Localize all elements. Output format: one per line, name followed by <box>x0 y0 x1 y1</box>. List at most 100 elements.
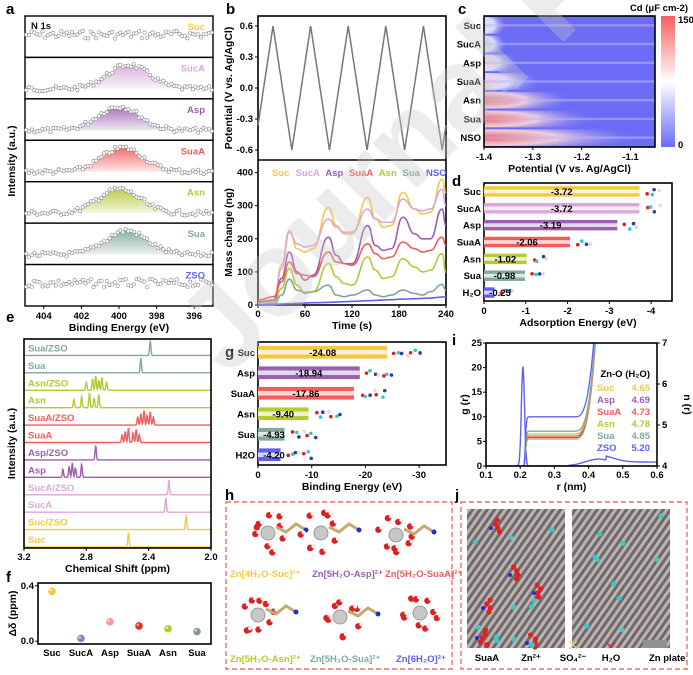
xps-data-point <box>142 279 147 284</box>
xps-data-point <box>196 167 201 172</box>
xps-data-point <box>145 68 150 73</box>
rdf-legend-name-Suc: Suc <box>597 383 614 394</box>
xps-data-point <box>56 33 61 38</box>
panel-label-j: j <box>454 487 459 504</box>
xps-series-label-SucA: SucA <box>181 63 205 74</box>
zn2-ion <box>528 604 535 610</box>
xps-data-point <box>180 128 185 133</box>
bar-category-label-H2O: H₂O <box>463 288 481 299</box>
xps-data-point <box>70 282 75 287</box>
hydrogen-atom <box>428 596 433 601</box>
rdf-legend-name-Sua: Sua <box>597 431 615 442</box>
legend-item-SuaA: SuaA <box>349 168 373 179</box>
hydrogen-atom <box>404 610 409 615</box>
xps-data-point <box>61 32 66 37</box>
hydrogen-atom <box>268 542 273 547</box>
bar-value-label: -18.94 <box>295 368 323 379</box>
scatter-point-Asn <box>164 624 172 633</box>
xps-data-point <box>75 32 80 37</box>
xps-data-point <box>193 213 198 218</box>
hydrogen-atom <box>325 508 330 513</box>
xps-data-point <box>158 205 163 210</box>
xps-data-point <box>102 193 107 198</box>
xps-data-point <box>37 129 42 134</box>
xps-data-point <box>164 167 169 172</box>
xps-data-point <box>37 253 42 258</box>
xps-data-point <box>48 130 53 135</box>
hydrogen-atom <box>273 548 278 553</box>
hydrogen-atom <box>379 525 384 530</box>
zn2-ion <box>584 623 590 629</box>
molecule-atom <box>293 450 298 455</box>
legend-zn-plate-icon <box>643 640 667 648</box>
xps-data-point <box>78 280 83 285</box>
zn-ion <box>260 525 276 541</box>
nmr-trace-label-Asn/ZSO: Asn/ZSO <box>28 378 68 389</box>
xps-data-point <box>96 114 101 119</box>
xps-data-point <box>29 168 34 173</box>
xps-data-point <box>121 104 126 109</box>
y-axis-label: Intensity (a.u.) <box>6 408 18 479</box>
xps-data-point <box>113 36 118 41</box>
potential-triangle-wave <box>257 25 447 151</box>
x-tick-label-SuaA: SuaA <box>127 648 151 659</box>
bar-value-label: -4.93 <box>263 430 285 441</box>
suaa-nitrogen <box>489 526 493 530</box>
hydrogen-atom <box>437 614 442 619</box>
y-right-tick-label: 7 <box>662 338 667 349</box>
zn2-ion <box>531 597 537 604</box>
heatmap-row-label-SucA: SucA <box>457 40 481 51</box>
y-tick-label: 400 <box>237 168 253 179</box>
xps-data-point <box>88 164 93 169</box>
colorbar <box>661 16 675 147</box>
suaa-nitrogen <box>475 636 479 640</box>
rdf-legend-name-SuaA: SuaA <box>597 407 621 418</box>
xps-series-label-Asn: Asn <box>187 188 205 199</box>
x-tick-label-Asp: Asp <box>101 648 119 659</box>
xps-data-point <box>64 281 69 286</box>
xps-data-point <box>86 36 91 41</box>
heatmap-row-band-Suc <box>484 24 655 27</box>
molecule-atom <box>631 221 636 226</box>
suaa-molecule-atom <box>538 586 544 592</box>
xps-data-point <box>193 170 198 175</box>
xps-data-point <box>118 62 123 67</box>
nr-curve-Sua <box>523 343 596 466</box>
xps-data-point <box>86 279 91 284</box>
xps-data-point <box>86 247 91 252</box>
bar-value-label: -3.72 <box>551 187 573 198</box>
molecule-atom <box>534 259 539 264</box>
bar-highlight <box>484 240 571 244</box>
xps-data-point <box>209 88 214 93</box>
nmr-trace-Asn/ZSO <box>23 375 211 392</box>
xps-data-point <box>99 155 104 160</box>
xps-series-label-Sua: Sua <box>188 229 206 240</box>
xps-data-point <box>207 84 212 89</box>
molecule-atom <box>537 272 542 276</box>
xps-data-point <box>174 248 179 253</box>
xps-data-point <box>204 86 209 91</box>
hydrogen-atom <box>259 519 264 524</box>
xps-data-point <box>129 284 134 289</box>
carbon-chain <box>403 524 435 536</box>
bar-highlight <box>258 349 388 355</box>
mass-series-NSO <box>257 295 447 306</box>
suaa-nitrogen <box>525 641 529 645</box>
xps-data-point <box>121 230 126 235</box>
molecule-atom <box>286 453 291 458</box>
x-axis-label: Binding Energy (eV) <box>302 481 402 493</box>
molecule-atom <box>381 395 385 399</box>
x-tick-label: 0 <box>255 470 260 481</box>
nitrogen-atom <box>356 527 362 533</box>
molecule-atom <box>301 451 306 456</box>
colorbar-title: Cd (μF cm-2) <box>630 3 688 14</box>
suaa-molecule-atom <box>477 639 484 645</box>
bar-category-label-SuaA: SuaA <box>457 238 481 249</box>
zn2-ion <box>511 604 517 610</box>
xps-data-point <box>182 282 187 287</box>
hydrogen-atom <box>256 529 261 534</box>
molecule-atom <box>297 451 301 455</box>
hydrogen-atom <box>409 539 414 544</box>
point-highlight <box>107 619 111 622</box>
hydrogen-atom <box>252 596 257 601</box>
